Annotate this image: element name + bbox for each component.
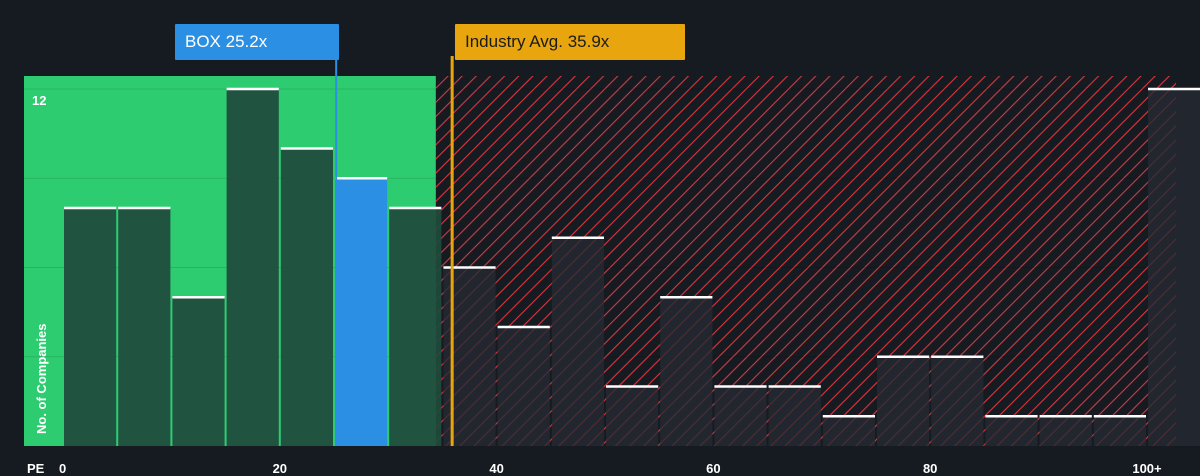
bar <box>389 208 442 446</box>
y-axis-label: No. of Companies <box>34 323 49 434</box>
x-tick-label: 20 <box>273 461 287 476</box>
y-axis: 12 <box>32 93 46 108</box>
bar <box>172 297 225 446</box>
bar <box>551 237 604 446</box>
bar <box>931 356 984 446</box>
x-axis: 0 20 40 60 80 100+ <box>59 461 1162 476</box>
bar <box>1093 416 1146 446</box>
x-axis-label: PE <box>27 461 45 476</box>
bar <box>714 386 767 446</box>
bar <box>660 297 713 446</box>
bar <box>1039 416 1092 446</box>
bar <box>497 327 550 446</box>
bar <box>985 416 1038 446</box>
bar <box>822 416 875 446</box>
y-tick-label: 12 <box>32 93 46 108</box>
bar <box>768 386 821 446</box>
bar <box>606 386 659 446</box>
x-tick-label: 0 <box>59 461 66 476</box>
bar <box>877 356 930 446</box>
x-tick-label: 100+ <box>1132 461 1162 476</box>
bar <box>1148 89 1200 446</box>
bar <box>64 208 117 446</box>
bar <box>118 208 171 446</box>
bar <box>226 89 279 446</box>
bar <box>280 148 333 446</box>
x-tick-label: 40 <box>489 461 503 476</box>
bar-highlight <box>335 178 388 446</box>
company-pe-callout: BOX 25.2x <box>175 24 339 60</box>
industry-avg-callout: Industry Avg. 35.9x <box>455 24 685 60</box>
x-tick-label: 60 <box>706 461 720 476</box>
x-tick-label: 80 <box>923 461 937 476</box>
